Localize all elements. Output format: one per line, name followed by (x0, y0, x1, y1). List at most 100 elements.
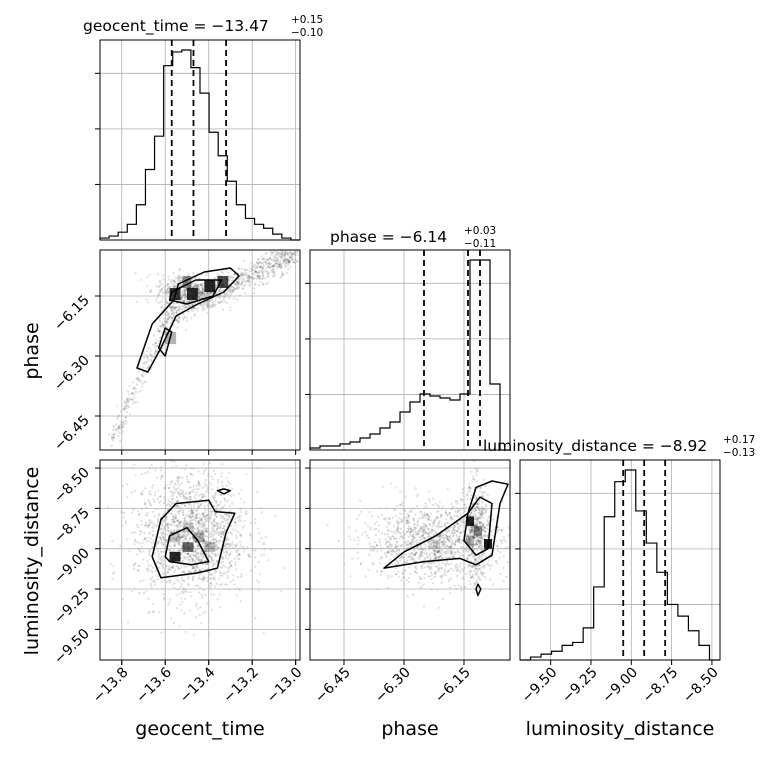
sample-point (407, 515, 410, 518)
sample-point (175, 302, 178, 305)
sample-point (461, 492, 464, 495)
sample-point (469, 514, 472, 518)
sample-point (123, 408, 126, 411)
sample-point (159, 527, 163, 530)
sample-point (412, 530, 415, 533)
sample-point (165, 301, 169, 304)
sample-point (182, 305, 185, 308)
sample-point (204, 519, 207, 523)
sample-point (167, 318, 170, 321)
sample-point (272, 272, 275, 275)
sample-point (482, 529, 486, 532)
sample-point (237, 282, 240, 285)
sample-point (214, 538, 217, 541)
sample-point (124, 416, 127, 419)
sample-point (507, 534, 510, 537)
sample-point (198, 586, 201, 589)
sample-point (148, 364, 151, 367)
sample-point (173, 307, 176, 310)
sample-point (361, 533, 364, 536)
sample-point (490, 529, 493, 533)
sample-point (257, 261, 260, 264)
sample-point (146, 560, 149, 563)
sample-point (272, 257, 275, 260)
sample-point (227, 288, 230, 291)
sample-point (175, 539, 178, 542)
sample-point (131, 531, 134, 535)
sample-point (220, 566, 223, 569)
sample-point (222, 532, 225, 535)
sample-point (215, 512, 218, 515)
sample-point (218, 533, 221, 537)
sample-point (369, 544, 372, 547)
sample-point (194, 282, 197, 285)
sample-point (433, 529, 436, 532)
sample-point (212, 538, 215, 541)
sample-point (204, 515, 207, 518)
sample-point (265, 266, 268, 269)
sample-point (211, 524, 215, 527)
sample-point (287, 259, 290, 262)
sample-point (200, 502, 203, 505)
sample-point (171, 316, 174, 320)
sample-point (257, 274, 260, 277)
sample-point (211, 305, 214, 308)
sample-point (427, 556, 430, 559)
sample-point (477, 533, 480, 536)
sample-point (489, 578, 492, 581)
sample-point (199, 552, 202, 556)
sample-point (206, 540, 209, 543)
title-geocent-time-lower: −0.10 (291, 27, 323, 39)
sample-point (399, 512, 402, 515)
sample-point (436, 541, 439, 544)
sample-point (411, 557, 414, 561)
sample-point (188, 285, 191, 288)
sample-point (423, 576, 426, 580)
sample-point (473, 536, 476, 539)
sample-point (199, 283, 202, 286)
sample-point (235, 568, 238, 571)
sample-point (429, 546, 432, 549)
sample-point (257, 277, 260, 280)
sample-point (469, 530, 472, 533)
sample-point (502, 566, 505, 570)
sample-point (195, 513, 198, 517)
sample-point (204, 542, 207, 545)
sample-point (456, 529, 459, 532)
sample-point (239, 540, 242, 543)
sample-point (165, 325, 168, 328)
sample-point (166, 291, 169, 294)
sample-point (136, 377, 139, 380)
sample-point (183, 300, 186, 303)
sample-point (468, 538, 471, 541)
sample-point (160, 533, 163, 536)
sample-point (229, 290, 232, 293)
sample-point (248, 275, 251, 278)
sample-point (154, 350, 157, 353)
sample-point (171, 512, 174, 516)
sample-point (479, 541, 482, 545)
sample-point (181, 296, 184, 299)
sample-point (227, 569, 230, 572)
sample-point (444, 509, 447, 512)
sample-point (193, 531, 196, 534)
sample-point (169, 539, 172, 542)
sample-point (200, 519, 203, 522)
sample-point (434, 557, 437, 560)
sample-point (371, 546, 374, 549)
sample-point (171, 278, 174, 282)
sample-point (458, 538, 461, 541)
sample-point (184, 277, 187, 280)
sample-point (260, 255, 263, 258)
sample-point (137, 378, 140, 381)
sample-point (150, 289, 153, 292)
sample-point (268, 263, 271, 266)
sample-point (483, 491, 486, 494)
sample-point (155, 342, 158, 345)
sample-point (486, 524, 489, 527)
sample-point (424, 502, 427, 505)
sample-point (261, 257, 264, 260)
sample-point (194, 584, 197, 588)
sample-point (239, 275, 242, 278)
sample-point (247, 553, 250, 557)
